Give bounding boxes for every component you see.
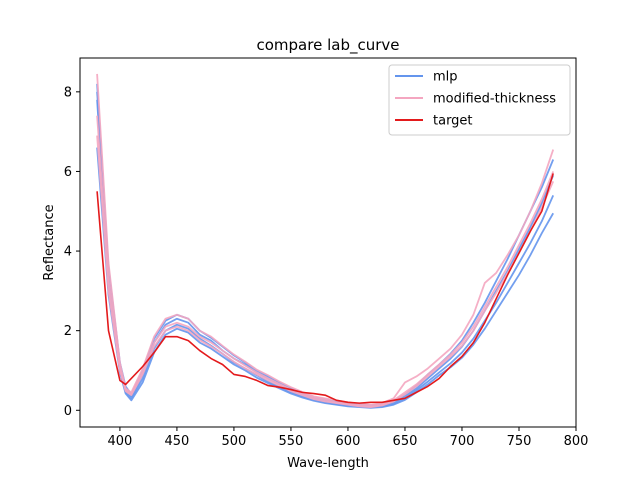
axes-frame	[79, 57, 577, 428]
x-tick-label-2: 500	[222, 434, 247, 449]
legend: mlp modified-thickness target	[388, 64, 571, 136]
axis-ticks: 400 450 500 550 600 650 700 750 800 0 2 4 6 8	[64, 85, 589, 449]
y-tick-label-4: 8	[64, 85, 72, 100]
x-tick-label-7: 750	[507, 434, 532, 449]
plot-area	[96, 73, 555, 409]
chart-title: compare lab_curve	[257, 36, 400, 55]
y-tick-label-2: 4	[64, 245, 72, 260]
x-axis-label: Wave-length	[287, 456, 369, 471]
y-tick-label-3: 6	[64, 165, 72, 180]
series-line-modified-thickness-1	[96, 115, 555, 408]
x-tick-label-8: 800	[564, 434, 589, 449]
x-tick-label-3: 550	[279, 434, 304, 449]
y-tick-label-0: 0	[64, 404, 72, 419]
y-tick-label-1: 2	[64, 324, 72, 339]
series-line-modified-thickness-2	[96, 135, 555, 408]
x-tick-label-0: 400	[107, 434, 132, 449]
series-line-mlp-2	[96, 147, 554, 409]
x-tick-label-4: 600	[336, 434, 361, 449]
series-line-modified-thickness-0	[96, 73, 555, 406]
x-tick-label-6: 700	[450, 434, 475, 449]
legend-box	[388, 64, 571, 136]
series-line-target-0	[96, 173, 554, 404]
legend-label-mlp: mlp	[433, 70, 458, 85]
legend-label-target: target	[433, 114, 473, 129]
x-tick-label-5: 650	[393, 434, 418, 449]
x-tick-label-1: 450	[165, 434, 190, 449]
y-axis-label: Reflectance	[42, 204, 57, 280]
legend-label-modified-thickness: modified-thickness	[433, 92, 556, 107]
